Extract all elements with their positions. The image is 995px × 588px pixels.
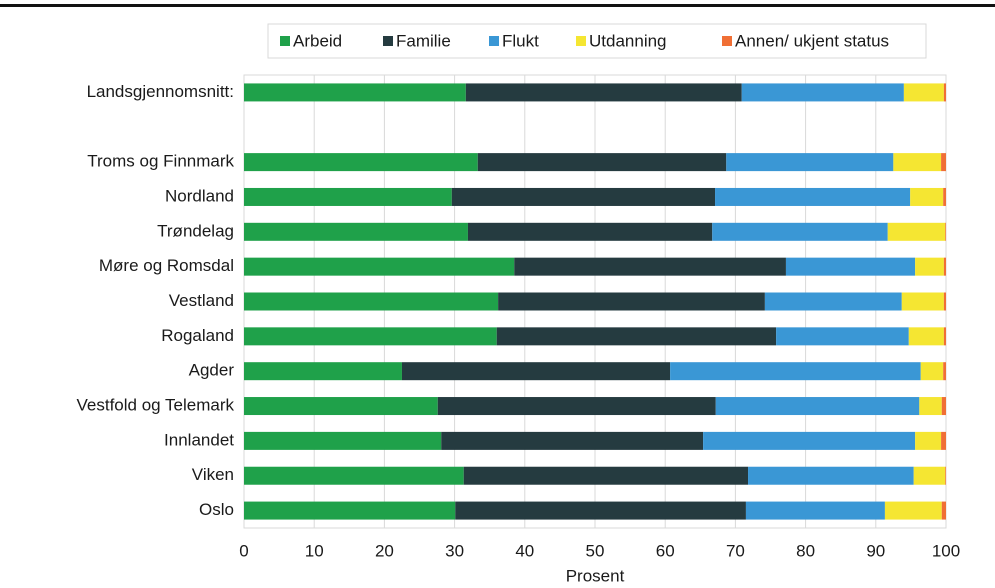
bar-segment	[893, 153, 942, 172]
y-tick-label: Nordland	[165, 186, 234, 205]
x-tick-label: 50	[586, 541, 605, 560]
y-tick-label: Vestland	[169, 291, 234, 310]
legend-swatch	[280, 36, 290, 46]
bar-segment	[941, 431, 946, 450]
x-tick-label: 0	[239, 541, 248, 560]
x-tick-label: 60	[656, 541, 675, 560]
legend-label: Utdanning	[589, 31, 667, 50]
y-tick-label: Oslo	[199, 500, 234, 519]
bar-segment	[884, 501, 942, 520]
bar-segment	[943, 292, 946, 311]
bar-segment	[703, 431, 916, 450]
x-tick-label: 90	[866, 541, 885, 560]
bar-segment	[244, 153, 478, 172]
x-tick-label: 30	[445, 541, 464, 560]
x-tick-label: 80	[796, 541, 815, 560]
x-tick-label: 70	[726, 541, 745, 560]
bar-segment	[943, 83, 946, 102]
bar-segment	[715, 397, 920, 416]
bar-segment	[764, 292, 902, 311]
y-tick-label: Troms og Finnmark	[87, 152, 234, 171]
bar-segment	[919, 397, 942, 416]
bar-segment	[941, 397, 946, 416]
y-tick-label: Agder	[189, 361, 235, 380]
bar-segment	[920, 362, 944, 381]
bar-segment	[244, 292, 499, 311]
bar-segment	[244, 466, 464, 485]
y-tick-label: Møre og Romsdal	[99, 256, 234, 275]
bar-segment	[244, 83, 466, 102]
bar-segment	[887, 222, 946, 241]
bar-segment	[244, 431, 442, 450]
top-rule	[0, 4, 995, 7]
bar-segment	[437, 397, 716, 416]
bar-segment	[901, 292, 944, 311]
bar-segment	[726, 153, 894, 172]
bar-segment	[745, 501, 885, 520]
legend-label: Annen/ ukjent status	[735, 31, 889, 50]
legend-swatch	[383, 36, 393, 46]
bar-segment	[498, 292, 765, 311]
bar-segment	[908, 327, 944, 346]
x-axis-label: Prosent	[566, 566, 625, 585]
y-tick-label: Innlandet	[164, 430, 234, 449]
y-tick-label: Vestfold og Telemark	[77, 396, 235, 415]
legend-swatch	[489, 36, 499, 46]
bar-segment	[943, 257, 946, 276]
bar-segment	[943, 187, 946, 206]
bar-segment	[941, 501, 946, 520]
x-tick-label: 10	[305, 541, 324, 560]
bar-segment	[401, 362, 671, 381]
bar-segment	[715, 187, 911, 206]
bar-segment	[913, 466, 946, 485]
bar-segment	[477, 153, 727, 172]
bar-segment	[451, 187, 716, 206]
bar-segment	[941, 153, 946, 172]
bar-segment	[244, 222, 468, 241]
legend-swatch	[722, 36, 732, 46]
bar-segment	[244, 501, 456, 520]
y-tick-label: Trøndelag	[157, 221, 234, 240]
y-tick-label: Landsgjennomsnitt:	[87, 82, 234, 101]
bar-segment	[785, 257, 916, 276]
bar-segment	[244, 362, 402, 381]
bar-segment	[244, 187, 452, 206]
bar-segment	[741, 83, 904, 102]
bar-segment	[945, 466, 946, 485]
bar-segment	[496, 327, 777, 346]
bar-segment	[712, 222, 888, 241]
bar-segment	[465, 83, 742, 102]
bar-segment	[514, 257, 786, 276]
bar-segment	[748, 466, 914, 485]
bar-segment	[915, 431, 942, 450]
bar-segment	[943, 362, 946, 381]
bar-segment	[903, 83, 944, 102]
y-tick-label: Rogaland	[161, 326, 234, 345]
legend-label: Familie	[396, 31, 451, 50]
bar-segment	[467, 222, 713, 241]
y-tick-label: Viken	[192, 465, 234, 484]
x-tick-label: 100	[932, 541, 960, 560]
bar-segment	[244, 397, 438, 416]
bar-segment	[463, 466, 749, 485]
legend-box	[267, 23, 927, 59]
bar-segment	[945, 222, 946, 241]
bar-segment	[455, 501, 746, 520]
x-tick-label: 20	[375, 541, 394, 560]
bar-segment	[915, 257, 944, 276]
x-tick-label: 40	[515, 541, 534, 560]
legend-label: Arbeid	[293, 31, 342, 50]
bar-segment	[910, 187, 944, 206]
bar-segment	[441, 431, 704, 450]
bar-segment	[244, 257, 515, 276]
legend-label: Flukt	[502, 31, 539, 50]
legend-swatch	[576, 36, 586, 46]
bar-segment	[244, 327, 497, 346]
bar-segment	[943, 327, 946, 346]
bar-segment	[776, 327, 909, 346]
bar-segment	[670, 362, 921, 381]
